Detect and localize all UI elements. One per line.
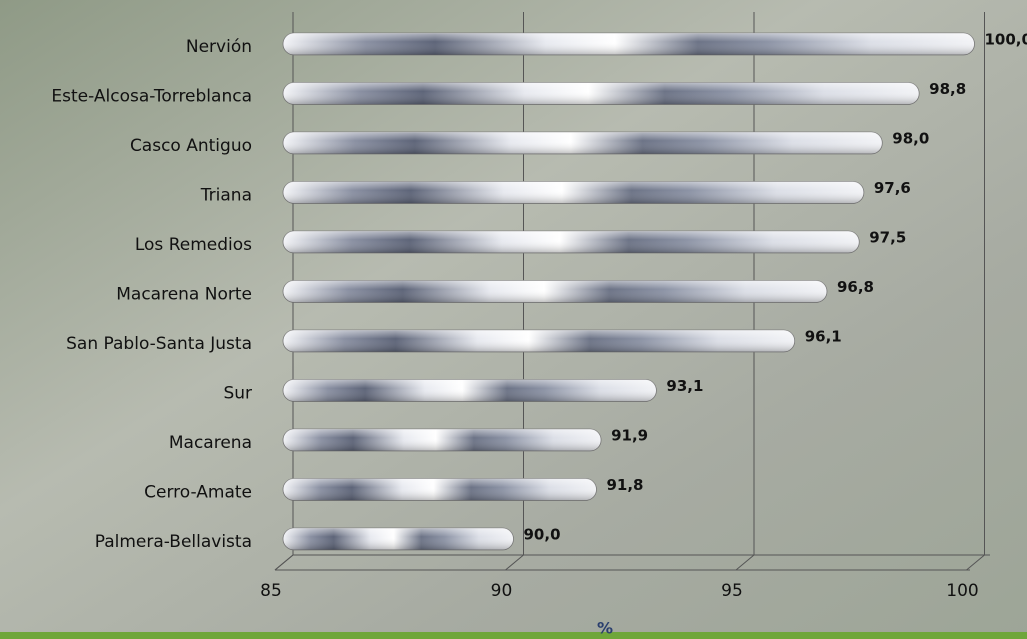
y-tick-label: Sur — [223, 384, 252, 404]
grid-line — [505, 554, 524, 571]
bar-shade — [283, 478, 597, 501]
bar-shade — [283, 132, 883, 154]
y-tick-label: Triana — [200, 186, 252, 206]
bar-shade — [283, 231, 860, 253]
value-label: 97,6 — [874, 179, 911, 197]
value-label: 97,5 — [869, 229, 906, 247]
value-label: 96,8 — [837, 278, 874, 296]
y-tick-label: Palmera-Bellavista — [95, 532, 252, 552]
y-tick-label: Este-Alcosa-Torreblanca — [51, 87, 252, 107]
bar-shade — [283, 528, 514, 550]
x-axis-label: % — [597, 619, 613, 638]
value-label: 91,8 — [606, 476, 643, 494]
y-tick-label: Casco Antiguo — [130, 136, 252, 156]
bar-shade — [283, 379, 657, 402]
footer-band — [0, 632, 1027, 639]
y-tick-label: San Pablo-Santa Justa — [66, 334, 252, 354]
grid-line — [735, 554, 755, 571]
value-label: 93,1 — [666, 377, 703, 395]
y-tick-label: Nervión — [186, 37, 252, 57]
y-tick-label: Macarena Norte — [116, 285, 252, 305]
value-label: 96,1 — [805, 328, 842, 346]
bar-shade — [283, 33, 975, 55]
bar-shade — [283, 429, 602, 451]
y-tick-label: Cerro-Amate — [144, 483, 252, 503]
x-tick-label: 95 — [721, 581, 743, 601]
value-label: 98,0 — [892, 130, 929, 148]
value-label: 98,8 — [929, 80, 966, 98]
bar-shade — [283, 82, 920, 105]
value-label: 100,0 — [985, 31, 1027, 49]
bar-shade — [283, 280, 827, 303]
value-label: 91,9 — [611, 427, 648, 445]
x-tick-label: 100 — [946, 581, 978, 601]
bar-shade — [283, 181, 864, 204]
x-tick-label: 85 — [260, 581, 282, 601]
y-tick-label: Los Remedios — [135, 235, 252, 255]
bar-shade — [283, 330, 795, 352]
y-tick-label: Macarena — [169, 433, 252, 453]
grid-line — [966, 554, 985, 571]
x-tick-label: 90 — [491, 581, 513, 601]
value-label: 90,0 — [524, 526, 561, 544]
grid-line — [274, 554, 294, 571]
